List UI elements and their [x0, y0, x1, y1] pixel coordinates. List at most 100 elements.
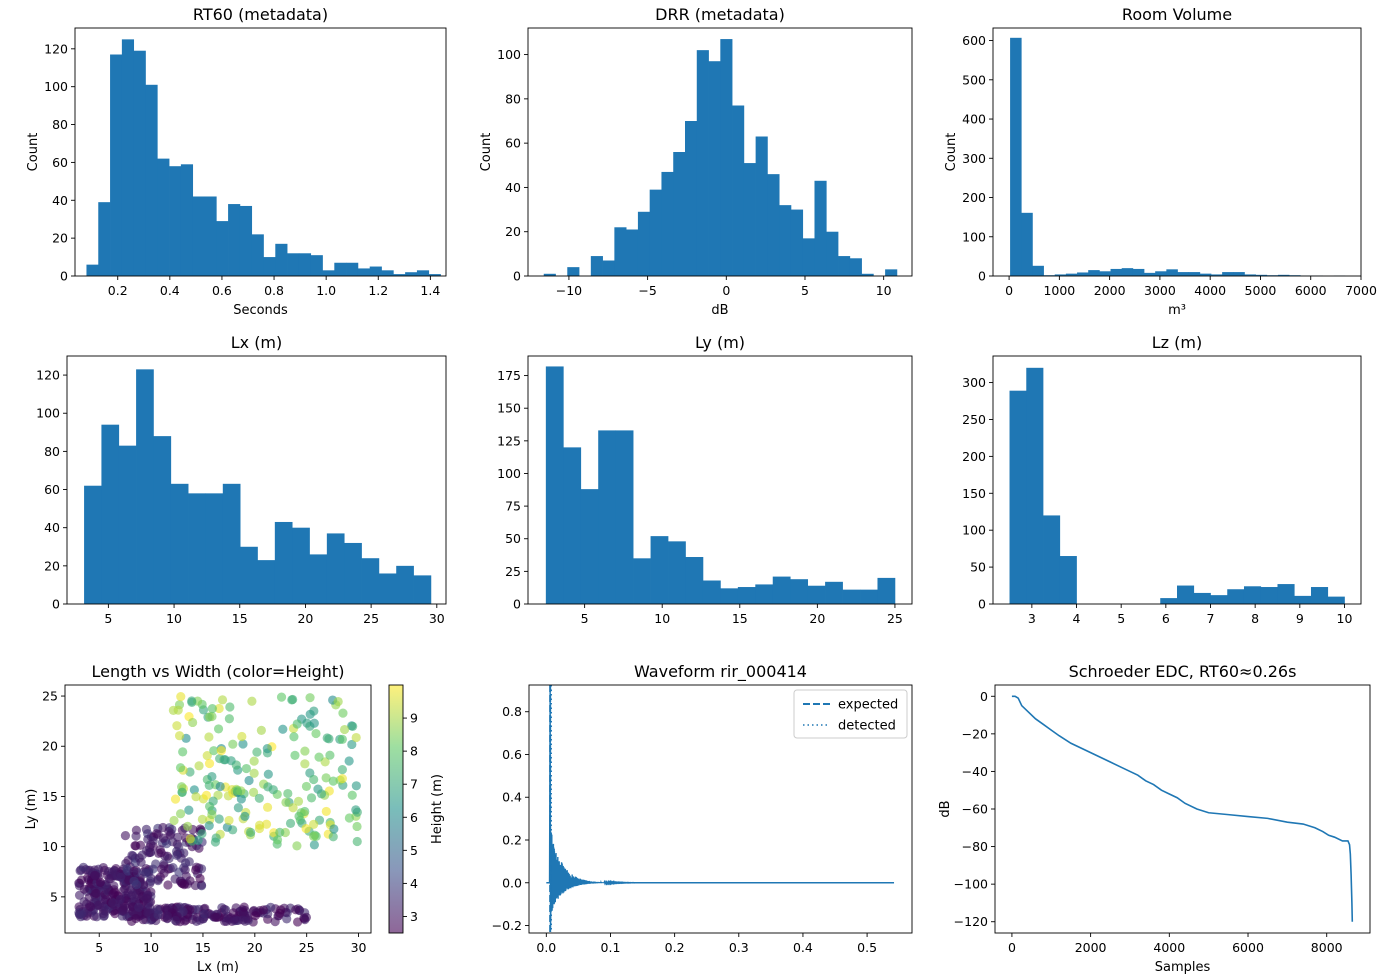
scatter-point: [232, 785, 242, 796]
scatter-point: [321, 806, 331, 817]
x-tick-label: 30: [429, 611, 445, 626]
histogram-bar: [98, 202, 111, 276]
y-tick-label: 0: [60, 269, 68, 284]
x-tick-label: 10: [1337, 611, 1353, 626]
scatter-point: [294, 811, 304, 821]
scatter-point: [153, 910, 163, 920]
x-tick-label: 0.0: [536, 940, 556, 955]
histogram-bar: [1043, 515, 1061, 604]
scatter-point: [291, 905, 301, 915]
scatter-point: [207, 809, 217, 820]
x-tick-label: 25: [299, 940, 315, 955]
scatter-point: [290, 750, 300, 760]
y-tick-label: 100: [962, 523, 986, 538]
histogram-bar: [118, 445, 137, 604]
histogram-bar: [1277, 274, 1290, 276]
scatter-point: [292, 841, 302, 851]
scatter-point: [158, 833, 169, 843]
histogram-bar: [145, 84, 158, 276]
histogram-bar: [1244, 274, 1256, 276]
y-tick-label: 80: [52, 117, 68, 132]
histogram-bar: [287, 253, 300, 276]
histogram-bar: [309, 554, 328, 604]
scatter-point: [207, 704, 217, 714]
scatter-point: [201, 790, 212, 800]
histogram-bar: [1021, 212, 1033, 276]
scatter-point: [322, 733, 332, 743]
scatter-point: [189, 785, 199, 795]
scatter-point: [180, 865, 190, 875]
scatter-point: [293, 796, 304, 806]
scatter-point: [194, 761, 204, 771]
histogram-bar: [275, 243, 288, 276]
scatter-point: [204, 732, 214, 742]
scatter-point: [145, 876, 156, 887]
histogram-bar: [567, 267, 580, 276]
scatter-point: [306, 793, 317, 803]
histogram-bar: [545, 366, 564, 604]
scatter-point: [95, 877, 105, 887]
histogram-bar: [1110, 268, 1123, 276]
scatter-point: [305, 693, 315, 703]
x-tick-label: 1.4: [420, 283, 440, 298]
scatter-point: [309, 831, 319, 841]
histogram-bar: [101, 424, 120, 604]
scatter-point: [351, 732, 361, 743]
histogram-bar: [326, 533, 345, 604]
histogram-bar: [1077, 272, 1089, 276]
chart-title: Schroeder EDC, RT60≈0.26s: [1069, 662, 1297, 681]
histogram-panel: 0.2 0.4 0.6 0.8 1.0 1.2 1.4 0 20 40 60 80 100 120 RT60…: [26, 5, 447, 318]
plot-area: [546, 685, 895, 933]
y-tick-label: 80: [44, 444, 60, 459]
scatter-point: [262, 802, 273, 812]
scatter-point: [129, 866, 139, 876]
scatter-point: [208, 796, 218, 806]
y-axis-label: Count: [26, 133, 41, 172]
histogram-bar: [240, 546, 258, 604]
histogram-bar: [396, 565, 414, 604]
histogram-bar: [802, 238, 815, 276]
y-tick-label: 0: [978, 597, 986, 612]
scatter-point: [177, 787, 187, 797]
histogram-bar: [361, 558, 380, 604]
histogram-bar: [1188, 272, 1201, 276]
axes-frame: [992, 355, 1362, 605]
scatter-point: [275, 827, 285, 838]
axes-frame: [527, 27, 913, 277]
scatter-point: [79, 884, 89, 894]
chart-title: Ly (m): [695, 333, 745, 352]
y-axis-label: Count: [479, 133, 494, 172]
y-tick-label: 60: [505, 136, 521, 151]
y-tick-label: 20: [44, 558, 60, 573]
scatter-point: [338, 708, 348, 718]
y-tick-label: 0.6: [502, 747, 522, 762]
scatter-point: [337, 734, 347, 745]
colorbar-tick-label: 8: [410, 744, 418, 759]
x-tick-label: 0: [1005, 283, 1013, 298]
scatter-point: [104, 873, 115, 884]
y-axis-label: Count: [944, 133, 959, 172]
scatter-point: [225, 702, 235, 712]
scatter-point: [237, 731, 247, 742]
scatter-point: [130, 841, 140, 851]
scatter-point: [170, 794, 181, 804]
x-tick-label: 10: [654, 611, 670, 626]
scatter-point: [131, 825, 141, 835]
scatter-point: [275, 908, 285, 918]
colorbar-tick-label: 5: [410, 843, 418, 858]
histogram-bar: [614, 227, 627, 276]
histogram-bar: [1310, 587, 1329, 604]
x-tick-label: 0.3: [729, 940, 749, 955]
histogram-bar: [1088, 270, 1100, 276]
x-tick-label: 5: [581, 611, 589, 626]
scatter-point: [333, 696, 343, 707]
x-tick-label: 10: [876, 283, 892, 298]
scatter-point: [293, 917, 303, 927]
histogram-panel: 0 1000 2000 3000 4000 5000 6000 7000 0 100 200 300 4…: [944, 5, 1377, 318]
histogram-bar: [720, 588, 739, 604]
y-tick-label: 50: [970, 560, 986, 575]
x-tick-label: 15: [732, 611, 748, 626]
